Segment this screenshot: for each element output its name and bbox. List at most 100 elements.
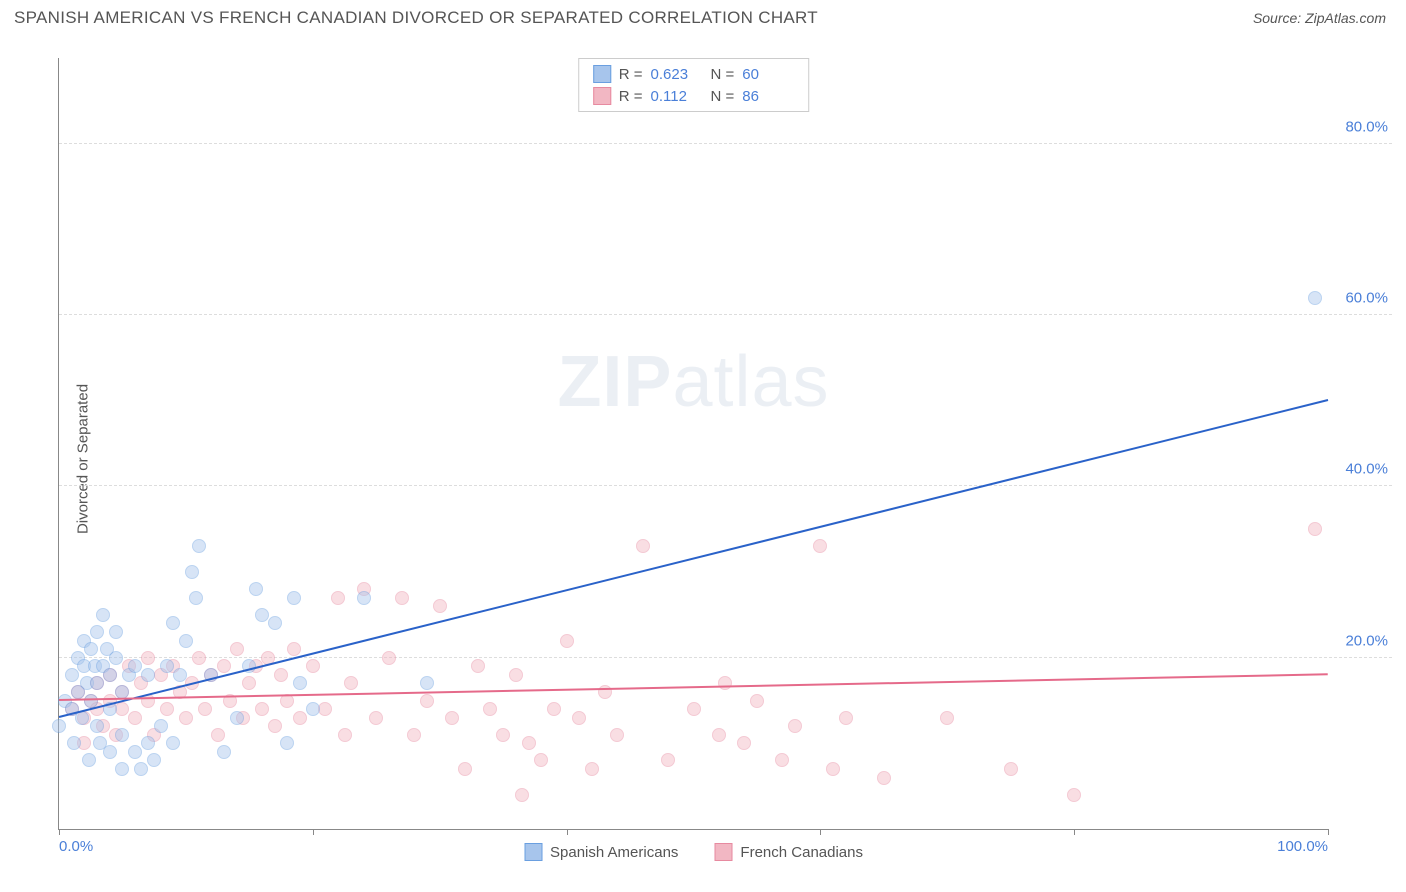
point-french [522,736,536,750]
point-french [217,659,231,673]
point-spanish [96,608,110,622]
series-item-spanish: Spanish Americans [524,843,678,861]
point-spanish [192,539,206,553]
point-french [610,728,624,742]
source-name: ZipAtlas.com [1305,10,1386,26]
y-tick-label: 60.0% [1345,290,1388,307]
point-french [687,702,701,716]
point-spanish [217,745,231,759]
point-spanish [109,651,123,665]
point-french [585,762,599,776]
point-spanish [67,736,81,750]
series-legend: Spanish Americans French Canadians [524,843,863,861]
series-label-spanish: Spanish Americans [550,844,678,861]
x-tick [313,829,314,835]
swatch-french-bottom [714,843,732,861]
x-tick [820,829,821,835]
point-french [433,599,447,613]
point-french [737,736,751,750]
point-french [382,651,396,665]
point-spanish [90,625,104,639]
x-tick-label: 0.0% [59,838,93,855]
point-spanish [166,616,180,630]
corr-N-french: 86 [742,88,794,105]
point-spanish [82,753,96,767]
point-french [141,651,155,665]
point-french [636,539,650,553]
point-spanish [128,745,142,759]
corr-N-spanish: 60 [742,66,794,83]
point-french [128,711,142,725]
corr-R-label: R = [619,66,643,83]
point-french [560,634,574,648]
point-spanish [306,702,320,716]
watermark-atlas: atlas [672,342,829,422]
point-spanish [52,719,66,733]
point-french [712,728,726,742]
point-spanish [280,736,294,750]
point-french [445,711,459,725]
point-spanish [134,762,148,776]
corr-N-label: N = [711,88,735,105]
point-spanish [249,582,263,596]
y-tick-label: 80.0% [1345,118,1388,135]
point-spanish [103,745,117,759]
point-french [940,711,954,725]
x-tick-label: 100.0% [1277,838,1328,855]
y-tick-label: 20.0% [1345,632,1388,649]
point-spanish [357,591,371,605]
point-french [395,591,409,605]
point-french [255,702,269,716]
point-french [483,702,497,716]
corr-R-label: R = [619,88,643,105]
point-french [1308,522,1322,536]
point-spanish [84,642,98,656]
point-spanish [420,676,434,690]
x-tick [59,829,60,835]
point-french [750,694,764,708]
series-item-french: French Canadians [714,843,863,861]
point-spanish [103,668,117,682]
point-spanish [109,625,123,639]
x-tick [567,829,568,835]
point-french [230,642,244,656]
point-spanish [173,668,187,682]
point-spanish [1308,291,1322,305]
point-french [160,702,174,716]
point-spanish [230,711,244,725]
point-spanish [255,608,269,622]
point-french [242,676,256,690]
y-tick-label: 40.0% [1345,461,1388,478]
point-french [1004,762,1018,776]
corr-N-label: N = [711,66,735,83]
watermark: ZIPatlas [557,341,829,423]
point-french [509,668,523,682]
point-spanish [128,659,142,673]
correlation-legend: R = 0.623 N = 60 R = 0.112 N = 86 [578,58,810,112]
series-label-french: French Canadians [740,844,863,861]
corr-row-spanish: R = 0.623 N = 60 [579,63,809,85]
point-spanish [189,591,203,605]
point-french [198,702,212,716]
point-french [369,711,383,725]
point-spanish [147,753,161,767]
point-french [661,753,675,767]
point-spanish [154,719,168,733]
point-spanish [141,668,155,682]
chart-container: Divorced or Separated ZIPatlas R = 0.623… [14,40,1392,878]
point-spanish [115,762,129,776]
point-french [407,728,421,742]
point-french [331,591,345,605]
point-french [344,676,358,690]
corr-row-french: R = 0.112 N = 86 [579,85,809,107]
corr-R-french: 0.112 [651,88,703,105]
point-spanish [185,565,199,579]
plot-area: ZIPatlas R = 0.623 N = 60 R = 0.112 N = … [58,58,1328,830]
point-french [515,788,529,802]
point-spanish [268,616,282,630]
point-spanish [65,668,79,682]
watermark-zip: ZIP [557,342,672,422]
point-french [268,719,282,733]
point-french [192,651,206,665]
x-tick [1328,829,1329,835]
